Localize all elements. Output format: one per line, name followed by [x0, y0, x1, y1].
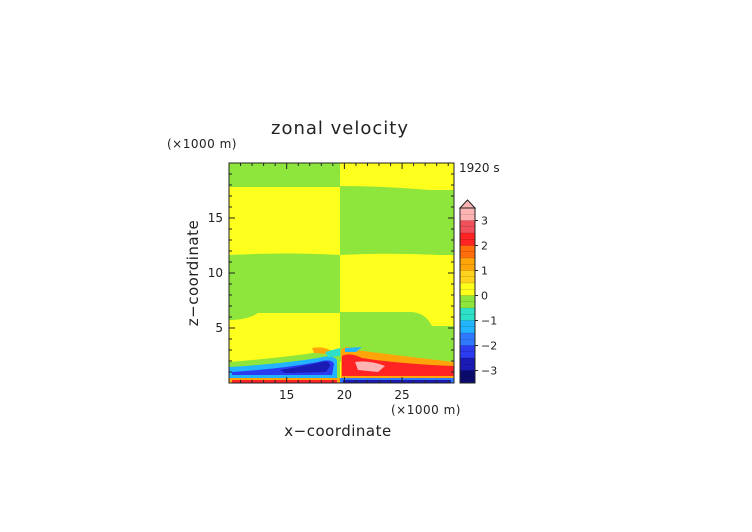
region-lower-left — [229, 313, 340, 362]
y-axis-title: z−coordinate — [184, 220, 202, 326]
x-tick-label: 15 — [279, 388, 294, 402]
plot-frame — [228, 162, 455, 384]
x-unit-label: (×1000 m) — [391, 403, 461, 417]
blob-left-teal — [325, 348, 340, 357]
velocity-field — [229, 163, 454, 383]
region-top-right — [340, 163, 454, 190]
colorbar-level — [460, 245, 475, 258]
y-tick-label: 10 — [208, 266, 223, 280]
colorbar-tick-label: −3 — [481, 365, 497, 378]
region-top-left — [229, 163, 340, 187]
colorbar-level — [460, 258, 475, 271]
colorbar-level — [460, 270, 475, 283]
colorbar-level — [460, 220, 475, 233]
region-upper-left — [229, 187, 340, 255]
colorbar-tick-label: 0 — [481, 290, 488, 303]
y-tick-label: 15 — [208, 211, 223, 225]
colorbar-level — [460, 283, 475, 296]
blob-right-cyan — [345, 347, 362, 352]
region-upper-right — [340, 186, 454, 255]
x-tick-label: 20 — [337, 388, 352, 402]
colorbar-tick-label: 2 — [481, 240, 488, 253]
colorbar-level — [460, 208, 475, 221]
region-middle-left — [229, 253, 340, 320]
time-label: 1920 s — [459, 161, 500, 175]
colorbar-level — [460, 295, 475, 308]
region-middle-right — [340, 253, 454, 326]
colorbar-tick-label: −1 — [481, 315, 497, 328]
chart-title: zonal velocity — [271, 118, 409, 139]
y-unit-label: (×1000 m) — [167, 137, 237, 151]
colorbar-tick-label: −2 — [481, 340, 497, 353]
colorbar-level — [460, 345, 475, 358]
colorbar — [458, 199, 477, 384]
region-lower-right — [340, 312, 454, 362]
colorbar-tick-label: 3 — [481, 215, 488, 228]
colorbar-level — [460, 333, 475, 346]
jet-right-core — [355, 361, 385, 372]
colorbar-level — [460, 233, 475, 246]
surface-left-core — [232, 380, 337, 383]
x-tick-label: 25 — [394, 388, 409, 402]
surface-right-core — [343, 380, 451, 383]
colorbar-level — [460, 358, 475, 371]
y-tick-label: 5 — [215, 321, 223, 335]
x-axis-title: x−coordinate — [284, 422, 391, 440]
colorbar-tick-label: 1 — [481, 265, 488, 278]
colorbar-level — [460, 370, 475, 383]
colorbar-level — [460, 308, 475, 321]
colorbar-extend-arrow — [458, 199, 477, 209]
colorbar-level — [460, 320, 475, 333]
jet-left-core — [280, 361, 330, 373]
